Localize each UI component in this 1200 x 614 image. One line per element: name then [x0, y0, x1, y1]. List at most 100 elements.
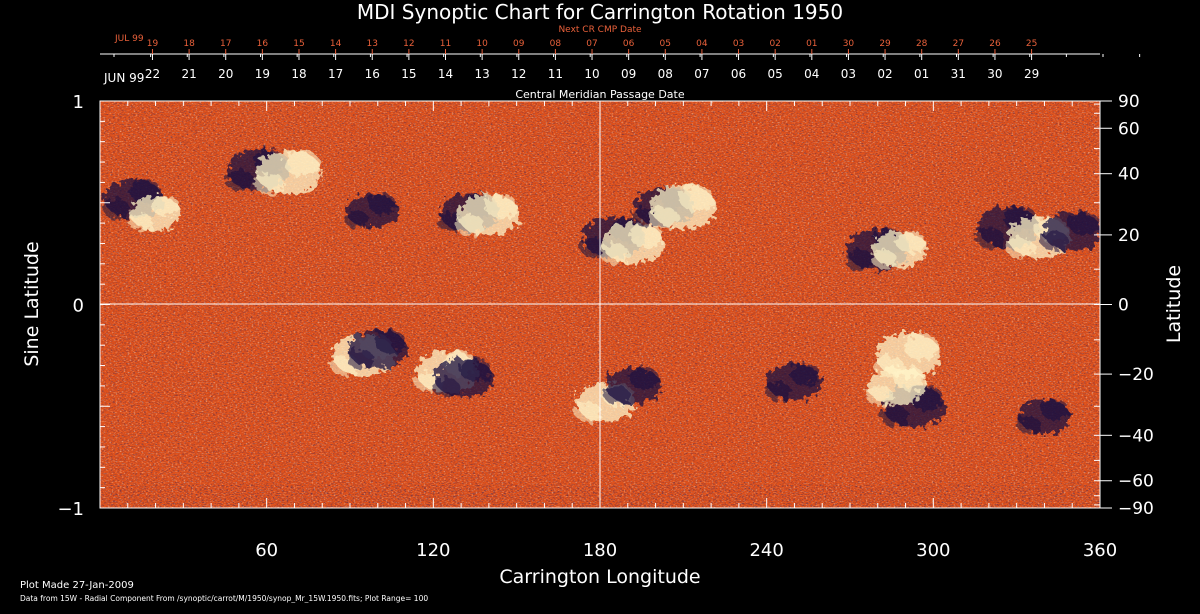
next-cr-date-label: 28 — [916, 39, 928, 49]
cmp-date-label: 12 — [511, 67, 526, 81]
cmp-date-label: 04 — [804, 67, 819, 81]
region-positive-fragment — [893, 366, 925, 390]
next-cr-date-label: 14 — [330, 39, 342, 49]
y-tick-label-right: 0 — [1118, 296, 1129, 316]
next-cr-date-label: 15 — [293, 39, 304, 49]
region-negative-fragment — [790, 363, 821, 386]
x-tick-label: 120 — [416, 540, 450, 561]
next-cr-date-label: 17 — [220, 39, 231, 49]
next-cr-date-label: 26 — [989, 39, 1001, 49]
y-tick-label-left: −1 — [57, 499, 84, 520]
cmp-date-label: 11 — [548, 67, 563, 81]
region-negative-fragment — [344, 210, 369, 229]
region-positive-fragment — [484, 194, 519, 220]
chart-title: MDI Synoptic Chart for Carrington Rotati… — [357, 0, 843, 24]
cmp-date-label: 19 — [255, 67, 270, 81]
y-tick-label-right: 90 — [1118, 92, 1140, 112]
y-tick-label-left: 1 — [73, 92, 84, 113]
cmp-date-label: 14 — [438, 67, 453, 81]
next-cr-date-label: 11 — [440, 39, 451, 49]
y-tick-label-right: −90 — [1118, 499, 1154, 519]
y-tick-label-right: 40 — [1118, 165, 1140, 185]
region-negative-fragment — [880, 406, 910, 428]
next-cr-date-label: 01 — [806, 39, 817, 49]
region-positive-fragment — [1005, 237, 1035, 259]
cmp-date-label: 31 — [951, 67, 966, 81]
y-tick-label-right: −20 — [1118, 365, 1154, 385]
region-negative-fragment — [459, 358, 492, 382]
region-negative-fragment — [1040, 231, 1069, 251]
region-positive-fragment — [870, 249, 897, 268]
cmp-date-label: 02 — [877, 67, 892, 81]
region-negative-fragment — [368, 193, 397, 215]
region-negative-fragment — [1041, 399, 1069, 420]
region-positive-fragment — [648, 206, 679, 229]
next-cr-date-label: 16 — [257, 39, 269, 49]
next-cr-date-label: 29 — [879, 39, 891, 49]
next-cr-date-label: 13 — [367, 39, 378, 49]
region-negative-fragment — [975, 227, 1005, 248]
cmp-date-label: 03 — [841, 67, 856, 81]
region-negative-fragment — [844, 249, 874, 271]
x-axis-ticks: 60 120 180 240 300 360 — [99, 101, 1117, 561]
y-tick-label-right: −60 — [1118, 472, 1154, 492]
next-cr-date-ticks: 19 18 17 16 15 14 13 12 11 10 09 08 07 06 05 04 03 02 01 30… — [147, 39, 1037, 54]
next-cr-date-label: 06 — [623, 39, 635, 49]
next-cr-date-label: 02 — [769, 39, 780, 49]
region-negative-fragment — [629, 367, 660, 390]
next-cr-date-label: 30 — [843, 39, 855, 49]
region-negative-fragment — [346, 349, 374, 369]
region-negative-fragment — [225, 170, 255, 191]
region-positive-fragment — [574, 402, 602, 422]
x-tick-label: 180 — [583, 540, 617, 561]
region-negative-fragment — [432, 377, 460, 398]
cmp-date-label: 21 — [181, 67, 196, 81]
region-negative-fragment — [765, 381, 791, 401]
cmp-date-label: 08 — [658, 67, 673, 81]
next-cr-label: Next CR CMP Date — [558, 25, 642, 35]
region-positive-fragment — [455, 214, 485, 236]
cmp-date-label: 18 — [291, 67, 306, 81]
region-negative-fragment — [1068, 211, 1100, 236]
region-positive-fragment — [253, 172, 285, 195]
cmp-date-label: 09 — [621, 67, 636, 81]
cmp-date-label: 05 — [768, 67, 783, 81]
region-positive-fragment — [865, 385, 894, 406]
next-cr-date-label: 08 — [550, 39, 562, 49]
next-cr-date-label: 12 — [403, 39, 414, 49]
y-tick-label-right: 60 — [1118, 119, 1140, 139]
region-negative-fragment — [1016, 416, 1042, 434]
x-tick-label: 300 — [916, 540, 950, 561]
next-cr-date-label: 10 — [476, 39, 488, 49]
cmp-date-label: 10 — [584, 67, 599, 81]
x-tick-label: 60 — [255, 540, 278, 561]
left-axis-ticks: 1 0 −1 — [57, 92, 110, 520]
cmp-date-label: 15 — [401, 67, 416, 81]
active-regions — [101, 149, 1100, 434]
next-cr-date-label: 03 — [733, 39, 744, 49]
y-axis-label-left: Sine Latitude — [21, 241, 43, 366]
next-cr-date-label: 18 — [183, 39, 195, 49]
next-cr-date-label: 05 — [660, 39, 671, 49]
cmp-date-ticks: 22 21 20 19 18 17 16 15 14 13 12 11 10 09 08 07 06 05 04 03… — [113, 54, 1141, 81]
month-label-main: JUN 99 — [103, 71, 144, 85]
region-positive-fragment — [600, 243, 630, 265]
cmp-date-label: 20 — [218, 67, 233, 81]
next-cr-date-label: 19 — [147, 39, 159, 49]
data-source-note: Data from 15W - Radial Component From /s… — [20, 594, 428, 603]
y-tick-label-right: 20 — [1118, 226, 1140, 246]
x-tick-label: 240 — [749, 540, 783, 561]
region-negative-fragment — [101, 198, 130, 219]
cmp-date-label: 01 — [914, 67, 929, 81]
cmp-date-label: 06 — [731, 67, 746, 81]
plot-made-note: Plot Made 27-Jan-2009 — [20, 580, 134, 591]
cmp-date-label: 13 — [474, 67, 489, 81]
next-cr-date-label: 09 — [513, 39, 525, 49]
next-cr-date-label: 27 — [953, 39, 964, 49]
cmp-date-label: 07 — [694, 67, 709, 81]
region-positive-fragment — [903, 333, 940, 360]
region-positive-fragment — [284, 150, 320, 177]
top-axis-label: Central Meridian Passage Date — [515, 88, 684, 101]
region-positive-fragment — [629, 222, 663, 248]
